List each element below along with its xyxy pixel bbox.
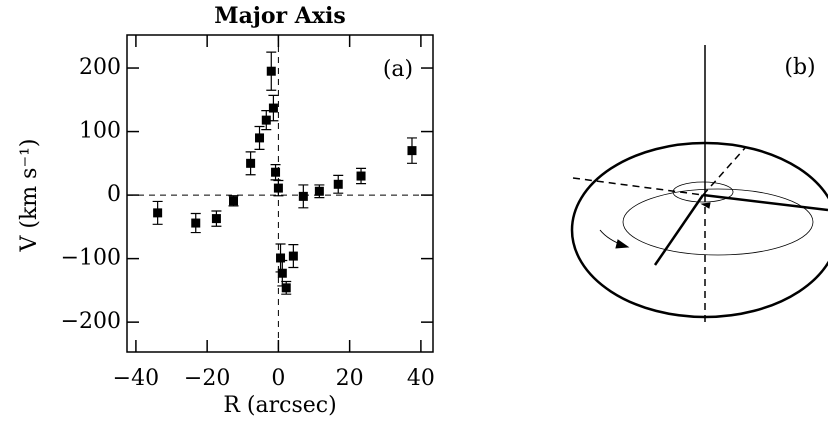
y-tick-label: 0 (107, 182, 121, 207)
point (288, 251, 298, 261)
point (276, 253, 286, 263)
point (255, 133, 265, 143)
panel-label: (a) (383, 57, 413, 82)
point (191, 218, 201, 228)
y-tick-label: −100 (61, 246, 121, 271)
y-tick-label: −200 (61, 309, 121, 334)
point (273, 183, 283, 193)
point (266, 66, 276, 76)
outer-ellipse (570, 141, 828, 319)
y-tick-label: 200 (79, 55, 121, 80)
arrow-head (615, 239, 630, 249)
y-axis-label: V (km s⁻¹) (17, 139, 42, 253)
plot-frame (126, 34, 434, 353)
point (407, 146, 417, 156)
point (211, 214, 221, 224)
point (277, 268, 287, 278)
point (246, 158, 256, 168)
panel-label: (b) (784, 55, 815, 80)
axis-line (702, 147, 746, 196)
chart-title: Major Axis (214, 3, 345, 29)
point (153, 208, 163, 218)
inner-ellipse (672, 181, 734, 203)
point (333, 179, 343, 189)
x-tick-label: −40 (113, 366, 159, 391)
point (314, 186, 324, 196)
x-tick-label: −20 (184, 366, 230, 391)
axis-line (702, 193, 828, 212)
point (261, 115, 271, 125)
disk-ellipse (622, 188, 814, 256)
x-tick-label: 20 (336, 366, 364, 391)
arrow-head (700, 202, 711, 209)
axis-line (572, 177, 704, 196)
point (281, 283, 291, 293)
x-axis-label: R (arcsec) (223, 393, 336, 418)
axis-line (653, 194, 705, 266)
diagram: (b) (570, 45, 828, 322)
point (268, 103, 278, 113)
point (271, 167, 281, 177)
point (298, 191, 308, 201)
point (229, 196, 239, 206)
point (356, 171, 366, 181)
y-tick-label: 100 (79, 119, 121, 144)
x-tick-label: 0 (271, 366, 285, 391)
x-tick-label: 40 (407, 366, 435, 391)
